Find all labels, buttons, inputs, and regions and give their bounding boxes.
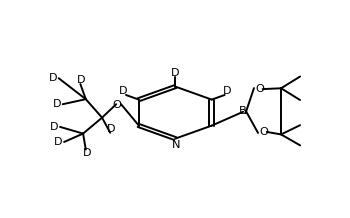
Text: O: O	[256, 84, 265, 94]
Text: N: N	[172, 140, 180, 150]
Text: D: D	[171, 68, 180, 78]
Text: D: D	[52, 99, 61, 109]
Text: D: D	[54, 137, 62, 147]
Text: D: D	[119, 86, 127, 96]
Text: O: O	[113, 100, 121, 110]
Text: O: O	[260, 127, 269, 136]
Text: D: D	[83, 148, 91, 158]
Text: D: D	[77, 75, 86, 85]
Text: B: B	[239, 106, 247, 116]
Text: D: D	[50, 122, 58, 132]
Text: D: D	[48, 73, 57, 83]
Text: D: D	[223, 86, 232, 96]
Text: D: D	[107, 124, 116, 134]
